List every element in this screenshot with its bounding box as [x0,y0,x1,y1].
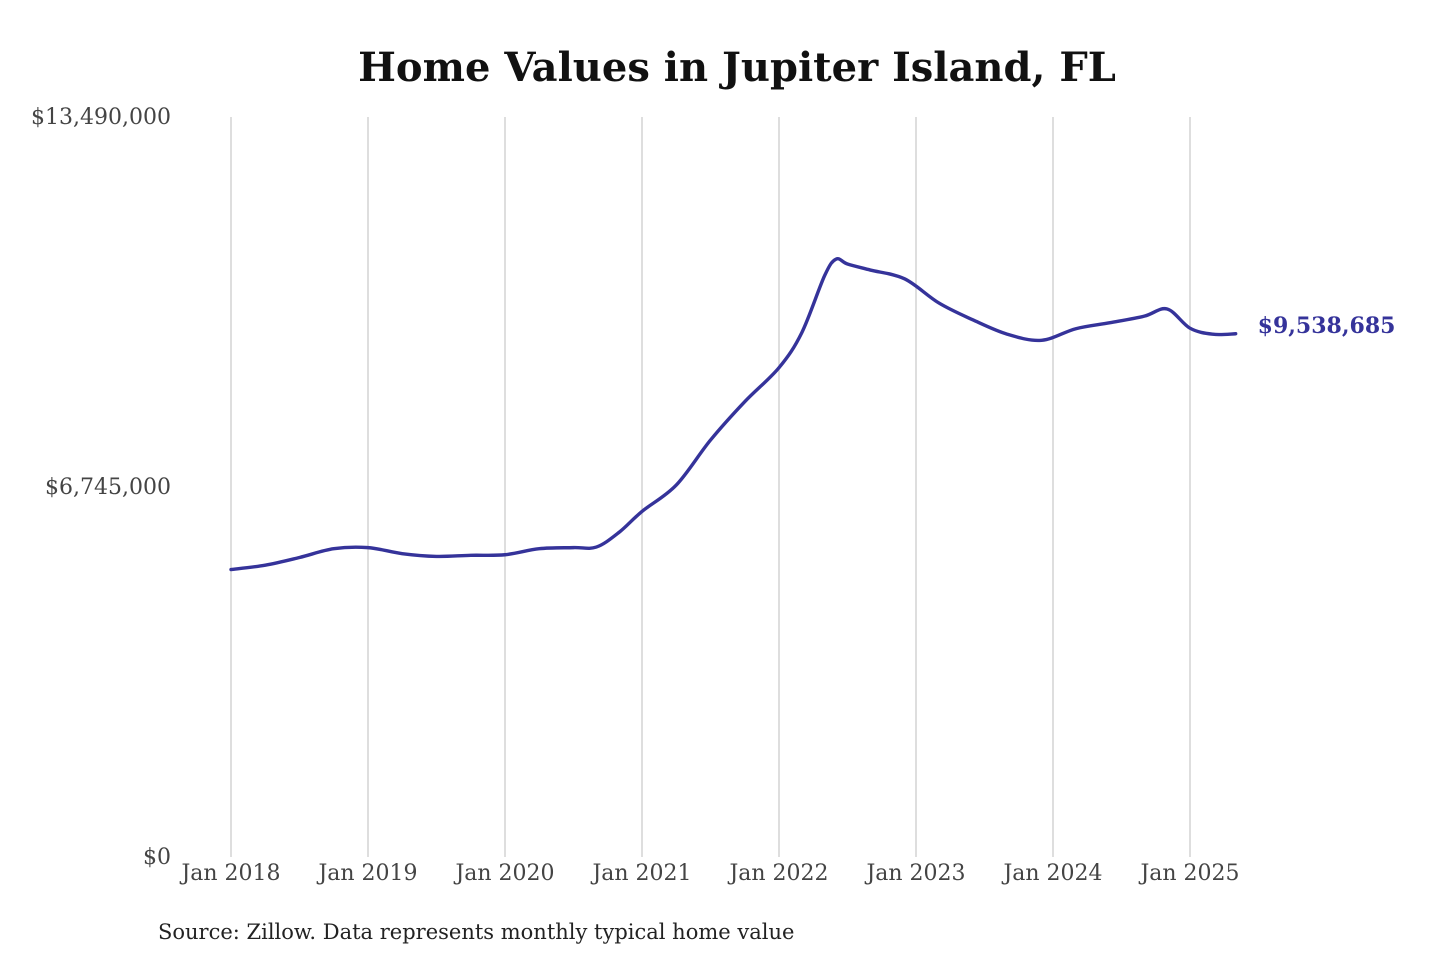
y-tick-label: $0 [143,845,171,870]
source-note: Source: Zillow. Data represents monthly … [158,920,794,944]
x-tick-label: Jan 2025 [1138,861,1239,886]
y-tick-label: $6,745,000 [45,475,171,500]
x-tick-label: Jan 2018 [179,861,280,886]
series-end-label: $9,538,685 [1258,313,1396,339]
chart-title: Home Values in Jupiter Island, FL [358,44,1116,91]
series-layer: $9,538,685 [229,256,1396,572]
gridlines [230,117,1191,857]
x-tick-label: Jan 2023 [864,861,965,886]
series-line [229,256,1238,572]
x-tick-label: Jan 2024 [1001,861,1102,886]
x-tick-label: Jan 2021 [590,861,691,886]
x-tick-label: Jan 2022 [727,861,828,886]
y-tick-label: $13,490,000 [31,105,171,130]
x-axis-ticks: Jan 2018 Jan 2019 Jan 2020 Jan 2021 Jan 2022… [179,861,1239,886]
x-tick-label: Jan 2019 [316,861,417,886]
y-axis-ticks: $0 $6,745,000 $13,490,000 [31,105,171,870]
x-tick-label: Jan 2020 [453,861,554,886]
